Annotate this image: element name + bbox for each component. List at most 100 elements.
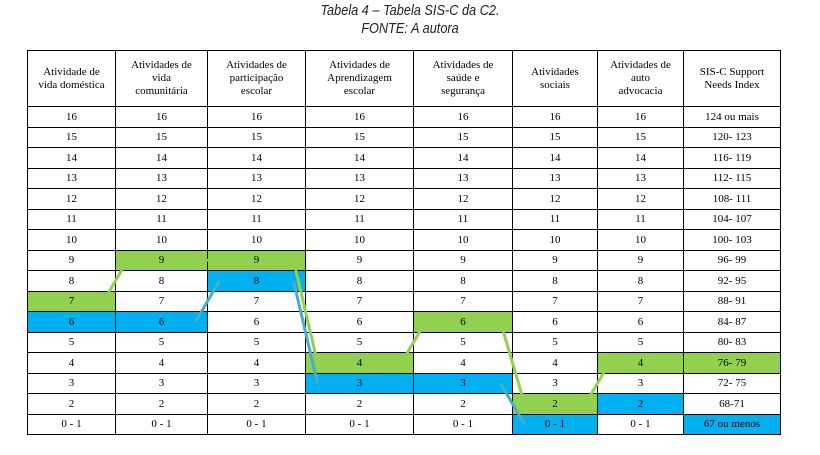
table-cell: 4 [115, 352, 208, 374]
table-cell: 11 [413, 208, 513, 230]
header-cell: Atividades de saúde e segurança [413, 50, 513, 107]
table-cell: 5 [305, 331, 414, 353]
header-line: Atividade de [43, 65, 100, 78]
table-cell: 0 - 1 [413, 413, 513, 435]
table-cell: 8 [413, 270, 513, 292]
table-cell: 2 [305, 393, 414, 415]
table-cell: 72- 75 [683, 372, 781, 394]
header-line: Atividades [531, 65, 579, 78]
table-cell: 3 [597, 372, 684, 394]
table-cell: 16 [115, 106, 208, 128]
table-cell: 12 [597, 188, 684, 210]
table-cell: 7 [512, 290, 598, 312]
caption-source: FONTE: A autora [361, 20, 459, 37]
table-row: 3 3 3 3 3 3 3 72- 75 [27, 372, 781, 394]
table-cell: 4 [597, 352, 684, 374]
table-cell: 11 [597, 208, 684, 230]
table-cell: 14 [27, 147, 116, 169]
table-cell: 3 [115, 372, 208, 394]
table-row: 16 16 16 16 16 16 16 124 ou mais [27, 106, 781, 128]
table-cell: 7 [207, 290, 306, 312]
header-line: Aprendizagem [327, 72, 392, 84]
table-cell: 9 [305, 249, 414, 271]
table-cell: 6 [207, 311, 306, 333]
table-cell: 7 [305, 290, 414, 312]
table-cell: 5 [512, 331, 598, 353]
table-cell: 3 [207, 372, 306, 394]
table-cell: 6 [305, 311, 414, 333]
table-cell: 5 [27, 331, 116, 353]
table-cell: 104- 107 [683, 208, 781, 230]
table-cell: 5 [115, 331, 208, 353]
table-cell: 88- 91 [683, 290, 781, 312]
table-cell: 0 - 1 [115, 413, 208, 435]
table-cell: 100- 103 [683, 229, 781, 251]
table-cell: 0 - 1 [305, 413, 414, 435]
header-cell: Atividades de participação escolar [207, 50, 306, 107]
table-cell: 12 [413, 188, 513, 210]
table-cell: 10 [597, 229, 684, 251]
table-cell: 9 [512, 249, 598, 271]
table-cell: 8 [305, 270, 414, 292]
table-cell: 15 [207, 126, 306, 148]
table-cell: 6 [413, 311, 513, 333]
table-cell: 13 [413, 167, 513, 189]
table-cell: 5 [207, 331, 306, 353]
table-cell: 2 [597, 393, 684, 415]
table-row: 12 12 12 12 12 12 12 108- 111 [27, 188, 781, 210]
table-cell: 13 [115, 167, 208, 189]
table-row: 14 14 14 14 14 14 14 116- 119 [27, 147, 781, 169]
table-cell: 5 [413, 331, 513, 353]
table-cell: 7 [597, 290, 684, 312]
table-cell: 12 [512, 188, 598, 210]
header-line: Atividades de [131, 59, 192, 71]
header-cell: Atividades de Aprendizagem escolar [305, 50, 414, 107]
table-cell: 2 [413, 393, 513, 415]
header-line: escolar [240, 85, 273, 97]
sis-c-table: Atividade de vida doméstica Atividades de v… [27, 50, 781, 435]
table-cell: 124 ou mais [683, 106, 781, 128]
header-line: vida [152, 72, 171, 84]
header-row: Atividade de vida doméstica Atividades de v… [27, 50, 781, 107]
table-cell: 15 [305, 126, 414, 148]
table-cell: 92- 95 [683, 270, 781, 292]
table-row: 9 9 9 9 9 9 9 96- 99 [27, 249, 781, 271]
table-cell: 7 [413, 290, 513, 312]
table-cell: 68-71 [683, 393, 781, 415]
table-cell: 112- 115 [683, 167, 781, 189]
table-cell: 14 [512, 147, 598, 169]
table-row: 11 11 11 11 11 11 11 104- 107 [27, 208, 781, 230]
table-cell: 4 [512, 352, 598, 374]
table-cell: 11 [115, 208, 208, 230]
table-cell: 4 [413, 352, 513, 374]
table-cell: 10 [207, 229, 306, 251]
table-cell: 15 [27, 126, 116, 148]
table-cell: 6 [597, 311, 684, 333]
table-cell: 16 [597, 106, 684, 128]
table-cell: 10 [305, 229, 414, 251]
table-cell: 15 [597, 126, 684, 148]
header-line: vida doméstica [38, 78, 105, 91]
table-cell: 16 [305, 106, 414, 128]
table-cell: 0 - 1 [207, 413, 306, 435]
table-cell: 0 - 1 [597, 413, 684, 435]
table-cell: 14 [115, 147, 208, 169]
header-line: Atividades de [226, 59, 287, 71]
table-cell: 8 [597, 270, 684, 292]
table-cell: 96- 99 [683, 249, 781, 271]
table-cell: 0 - 1 [27, 413, 116, 435]
table-cell: 13 [27, 167, 116, 189]
table-cell: 8 [512, 270, 598, 292]
table-cell: 12 [27, 188, 116, 210]
table-cell: 10 [115, 229, 208, 251]
table-cell: 9 [597, 249, 684, 271]
header-line: segurança [441, 85, 485, 97]
header-cell: SIS-C Support Needs Index [683, 50, 781, 107]
table-cell: 3 [27, 372, 116, 394]
table-cell: 14 [305, 147, 414, 169]
table-cell: 4 [305, 352, 414, 374]
table-cell: 5 [597, 331, 684, 353]
table-cell: 8 [115, 270, 208, 292]
header-line: Atividades de [432, 59, 494, 71]
